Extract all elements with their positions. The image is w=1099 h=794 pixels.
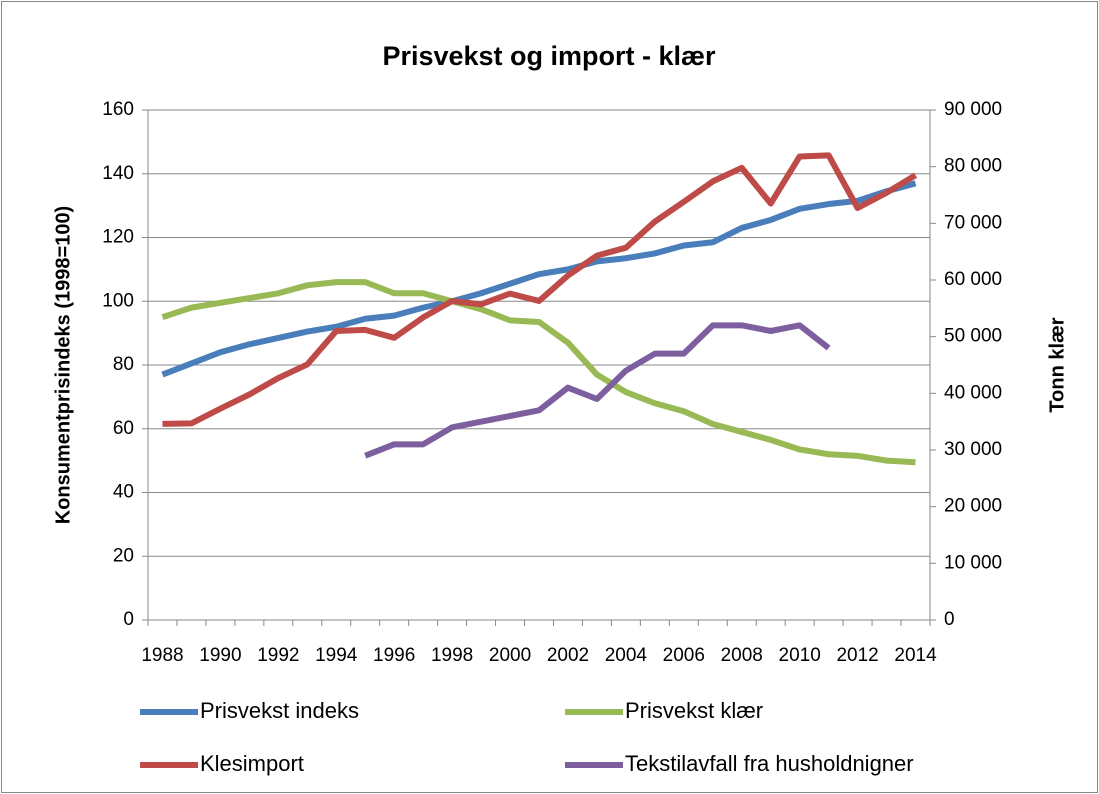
y2-axis-title: Tonn klær: [1046, 317, 1068, 412]
x-tick-label: 1998: [431, 645, 473, 666]
series-line: [162, 152, 918, 427]
x-tick-label: 2004: [605, 645, 648, 666]
legend-label: Prisvekst indeks: [200, 698, 359, 723]
legend-label: Prisvekst klær: [625, 698, 763, 723]
y-tick-label: 0: [123, 609, 134, 630]
x-tick-label: 2000: [489, 645, 531, 666]
x-tick-label: 2010: [779, 645, 821, 666]
series-line: [161, 279, 916, 466]
x-tick-label: 2014: [894, 645, 937, 666]
y-axis-title: Konsumentprisindeks (1998=100): [52, 206, 74, 524]
y-tick-label: 140: [102, 163, 134, 184]
y-tick-label: 80: [113, 354, 134, 375]
y2-tick-label: 10 000: [944, 552, 1002, 573]
y2-tick-label: 90 000: [944, 99, 1002, 120]
legend-label: Tekstilavfall fra husholdnigner: [625, 751, 914, 776]
y2-tick-label: 50 000: [944, 326, 1002, 347]
x-tick-label: 2012: [836, 645, 878, 666]
chart-title: Prisvekst og import - klær: [382, 41, 716, 71]
y2-tick-label: 0: [944, 609, 955, 630]
series-line: [161, 180, 917, 378]
x-tick-label: 1988: [141, 645, 183, 666]
x-tick-label: 1992: [257, 645, 299, 666]
y2-tick-label: 80 000: [944, 156, 1002, 177]
x-tick-label: 1990: [199, 645, 241, 666]
legend-label: Klesimport: [200, 751, 304, 776]
y2-tick-label: 40 000: [944, 382, 1002, 403]
x-tick-label: 2006: [663, 645, 705, 666]
y-tick-label: 100: [102, 290, 134, 311]
y-tick-label: 60: [113, 418, 134, 439]
y2-tick-label: 20 000: [944, 496, 1002, 517]
y2-tick-label: 60 000: [944, 269, 1002, 290]
y-tick-label: 120: [102, 227, 134, 248]
x-tick-label: 1994: [315, 645, 358, 666]
y-tick-label: 40: [113, 482, 134, 503]
x-tick-label: 2008: [721, 645, 763, 666]
y-tick-label: 20: [113, 545, 134, 566]
y2-tick-label: 70 000: [944, 212, 1002, 233]
series-line: [364, 322, 831, 459]
x-tick-label: 1996: [373, 645, 415, 666]
y2-tick-label: 30 000: [944, 439, 1002, 460]
x-tick-label: 2002: [547, 645, 589, 666]
y-tick-label: 160: [102, 99, 134, 120]
